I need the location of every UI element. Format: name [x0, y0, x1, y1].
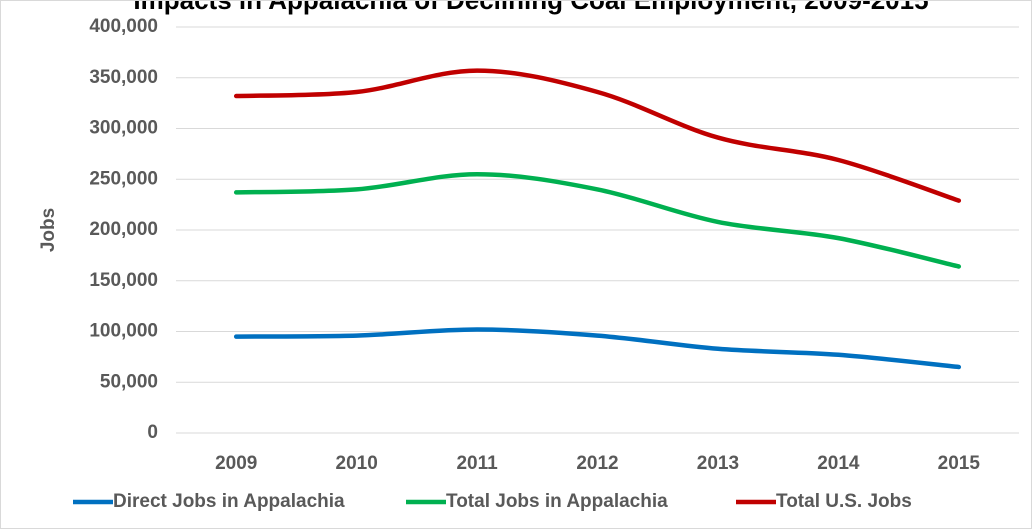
x-tick-label: 2010 [336, 453, 378, 474]
chart-title: Impacts in Appalachia of Declining Coal … [133, 1, 928, 15]
y-tick-label: 300,000 [89, 118, 158, 139]
legend-label: Total U.S. Jobs [776, 491, 912, 512]
series-line-direct-jobs-in-appalachia [233, 327, 962, 370]
y-tick-label: 350,000 [89, 67, 158, 88]
x-tick-label: 2013 [697, 453, 739, 474]
y-tick-label: 100,000 [89, 321, 158, 342]
legend: Direct Jobs in Appalachia Total Jobs in A… [73, 491, 912, 512]
series-line-total-jobs-in-appalachia [233, 171, 962, 269]
x-tick-label: 2009 [215, 453, 257, 474]
x-tick-label: 2012 [576, 453, 618, 474]
y-tick-label: 200,000 [89, 219, 158, 240]
y-tick-label: 250,000 [89, 168, 158, 189]
y-tick-label: 400,000 [89, 16, 158, 37]
legend-label: Total Jobs in Appalachia [446, 491, 668, 512]
x-tick-label: 2014 [817, 453, 860, 474]
y-tick-label: 0 [147, 422, 158, 443]
legend-label: Direct Jobs in Appalachia [113, 491, 345, 512]
y-tick-label: 150,000 [89, 270, 158, 291]
x-tick-label: 2011 [456, 453, 498, 474]
x-tick-label: 2015 [938, 453, 981, 474]
y-tick-label: 50,000 [100, 371, 158, 392]
y-axis-title: Jobs [38, 208, 59, 252]
series-line-total-u-s-jobs [233, 68, 962, 203]
